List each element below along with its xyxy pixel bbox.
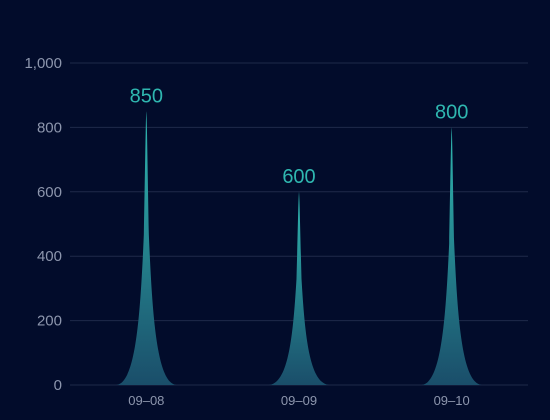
- x-axis: 09–08 09–09 09–10: [128, 393, 469, 408]
- y-axis: 0 200 400 600 800 1,000: [24, 55, 62, 394]
- y-tick-label: 200: [37, 313, 62, 330]
- data-labels: 850 600 800: [130, 85, 469, 188]
- data-label: 800: [435, 101, 468, 123]
- bar-09–08[interactable]: [116, 111, 177, 386]
- bar-09–09[interactable]: [269, 191, 329, 385]
- y-tick-label: 800: [37, 119, 62, 136]
- bars: [116, 111, 482, 386]
- data-label: 600: [282, 166, 315, 188]
- x-tick-label: 09–10: [434, 393, 470, 408]
- bar-09–10[interactable]: [421, 127, 482, 386]
- y-tick-label: 400: [37, 248, 62, 265]
- data-label: 850: [130, 85, 163, 107]
- x-tick-label: 09–09: [281, 393, 317, 408]
- y-tick-label: 1,000: [24, 55, 62, 72]
- x-tick-label: 09–08: [128, 393, 164, 408]
- y-tick-label: 0: [54, 377, 62, 394]
- y-tick-label: 600: [37, 184, 62, 201]
